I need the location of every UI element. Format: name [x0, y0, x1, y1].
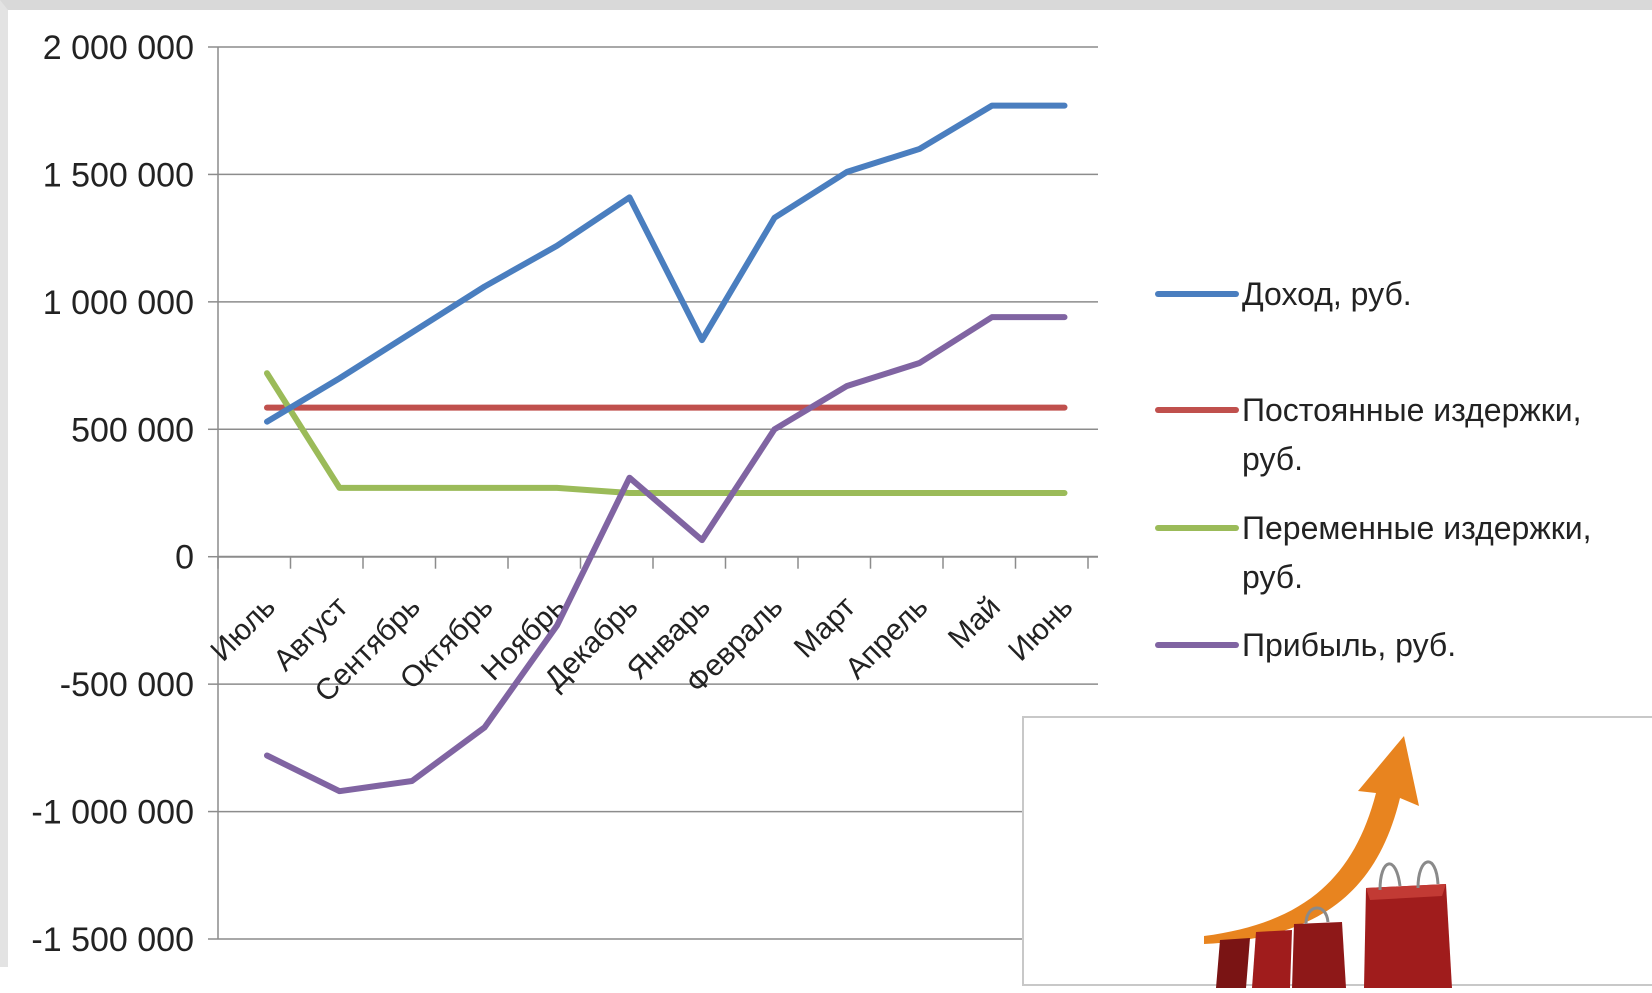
x-category-label: Июнь: [1002, 590, 1079, 667]
y-tick-label: 2 000 000: [43, 29, 194, 67]
shopping-bags-growth-arrow-icon: [1204, 736, 1452, 988]
y-tick-labels: 2 000 000 1 500 000 1 000 000 500 000 0 -500 …: [31, 29, 194, 959]
legend-label-fixed-costs-line1: Постоянные издержки,: [1242, 392, 1582, 428]
series-line-3: [264, 314, 1068, 795]
x-tick-labels: ИюльАвгустСентябрьОктябрьНоябрьДекабрьЯн…: [204, 590, 1079, 709]
decorative-picture: [1022, 716, 1652, 988]
legend-item-revenue: Доход, руб.: [1155, 276, 1412, 312]
legend: Доход, руб. Постоянные издержки, руб. Пе…: [1155, 276, 1592, 663]
x-category-label: Май: [942, 590, 1007, 655]
legend-item-profit: Прибыль, руб.: [1155, 627, 1456, 663]
series-line-0: [264, 102, 1068, 425]
legend-item-variable-costs: Переменные издержки, руб.: [1155, 510, 1592, 595]
y-tick-label: 0: [175, 539, 194, 577]
y-tick-label: 1 000 000: [43, 284, 194, 322]
axes: [208, 46, 1098, 940]
y-tick-label: -1 500 000: [31, 921, 194, 959]
legend-label-fixed-costs-line2: руб.: [1242, 441, 1303, 477]
y-tick-label: 1 500 000: [43, 156, 194, 194]
series-line-2: [264, 370, 1068, 496]
series-lines: [264, 102, 1068, 795]
y-tick-label: -500 000: [60, 666, 194, 704]
legend-label-revenue: Доход, руб.: [1242, 276, 1412, 312]
legend-label-variable-costs-line1: Переменные издержки,: [1242, 510, 1592, 546]
x-category-label: Апрель: [839, 590, 934, 685]
y-tick-label: 500 000: [71, 411, 194, 449]
legend-label-profit: Прибыль, руб.: [1242, 627, 1456, 663]
legend-item-fixed-costs: Постоянные издержки, руб.: [1155, 392, 1582, 477]
y-tick-label: -1 000 000: [31, 794, 194, 832]
legend-label-variable-costs-line2: руб.: [1242, 559, 1303, 595]
line-chart: 2 000 000 1 500 000 1 000 000 500 000 0 -500 …: [31, 29, 1592, 959]
slide-frame: [0, 0, 1652, 967]
